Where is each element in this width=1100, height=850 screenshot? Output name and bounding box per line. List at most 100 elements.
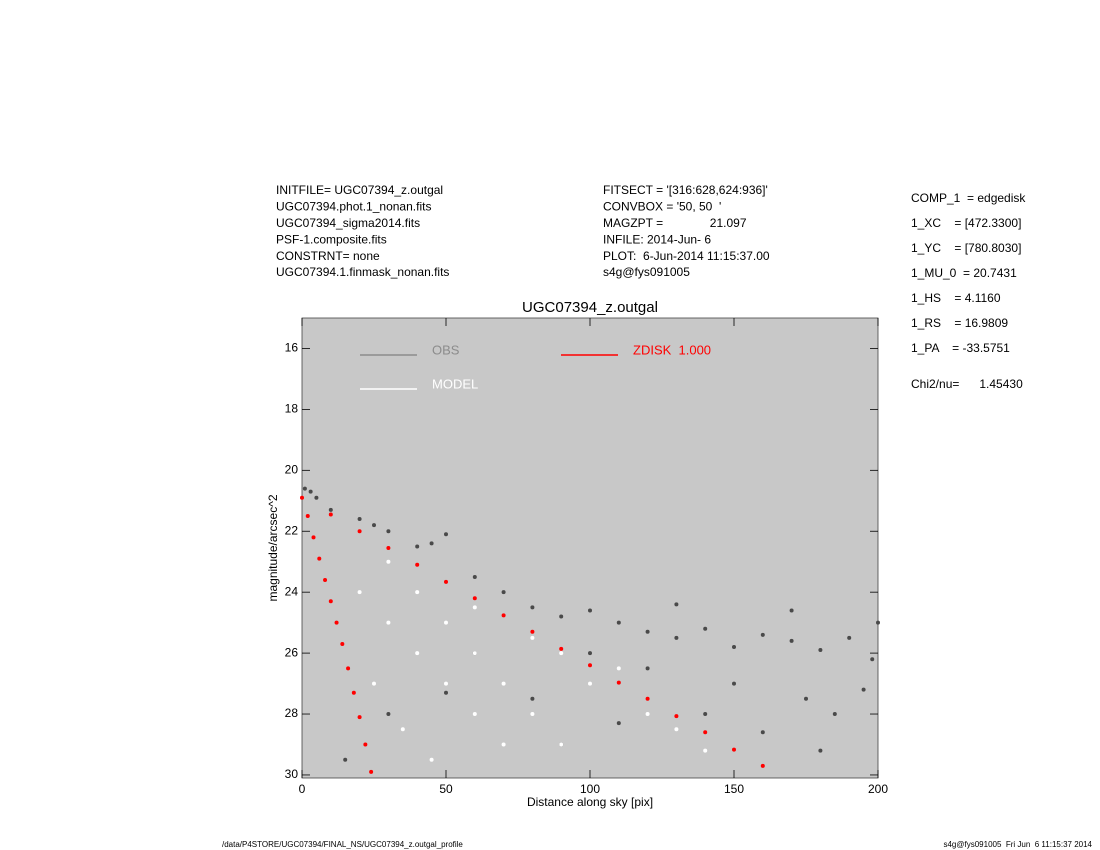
data-point xyxy=(444,579,448,584)
y-tick-label: 22 xyxy=(285,523,299,537)
plot-area xyxy=(301,317,879,779)
data-point xyxy=(343,757,348,762)
y-tick-label: 18 xyxy=(285,402,299,416)
header-left-line: INITFILE= UGC07394_z.outgal xyxy=(276,183,443,197)
data-point xyxy=(732,681,736,686)
x-tick-label: 50 xyxy=(439,782,453,796)
data-point xyxy=(429,541,434,546)
fit-parameter: 1_PA = -33.5751 xyxy=(911,341,1010,355)
data-point xyxy=(732,645,736,650)
data-point xyxy=(444,532,448,537)
chart-title: UGC07394_z.outgal xyxy=(522,299,658,316)
data-point xyxy=(789,608,794,613)
fit-parameter: 1_RS = 16.9809 xyxy=(911,316,1008,330)
data-point xyxy=(472,712,477,717)
data-point xyxy=(616,721,621,726)
fit-parameter: 1_MU_0 = 20.7431 xyxy=(911,266,1017,280)
data-point xyxy=(674,727,679,732)
data-point xyxy=(530,605,535,610)
data-point xyxy=(530,629,535,634)
fit-parameter: 1_HS = 4.1160 xyxy=(911,291,1001,305)
data-point xyxy=(674,714,679,719)
footer-path: /data/P4STORE/UGC07394/FINAL_NS/UGC07394… xyxy=(222,840,463,849)
y-axis-label: magnitude/arcsec^2 xyxy=(266,494,280,601)
data-point xyxy=(429,757,434,762)
x-tick-label: 200 xyxy=(868,782,888,796)
data-point xyxy=(530,712,535,717)
data-point xyxy=(415,590,420,595)
header-middle-line: MAGZPT = 21.097 xyxy=(603,216,747,230)
data-point xyxy=(832,712,837,717)
data-point xyxy=(444,681,448,686)
data-point xyxy=(732,747,736,752)
x-axis-label: Distance along sky [pix] xyxy=(527,795,653,809)
data-point xyxy=(472,574,477,579)
data-point xyxy=(472,596,477,601)
data-point xyxy=(357,529,362,534)
data-point xyxy=(386,559,391,564)
data-point xyxy=(645,629,650,634)
data-point xyxy=(501,742,506,747)
data-point xyxy=(386,529,391,534)
data-point xyxy=(847,635,852,640)
data-point xyxy=(317,556,322,561)
data-point xyxy=(559,742,564,747)
data-point xyxy=(328,507,333,512)
data-point xyxy=(760,763,765,768)
data-point xyxy=(444,620,448,625)
data-point xyxy=(386,620,391,625)
y-tick-label: 28 xyxy=(285,706,299,720)
data-point xyxy=(703,712,708,717)
data-point xyxy=(703,626,708,631)
data-point xyxy=(415,544,420,549)
data-point xyxy=(400,727,405,732)
fit-parameter: Chi2/nu= 1.45430 xyxy=(911,377,1023,391)
fit-parameter: 1_XC = [472.3300] xyxy=(911,216,1021,230)
data-point xyxy=(372,523,376,528)
data-point xyxy=(674,602,679,607)
data-point xyxy=(501,681,506,686)
data-point xyxy=(369,769,374,774)
data-point xyxy=(363,742,368,747)
data-point xyxy=(760,730,765,735)
data-point xyxy=(357,715,362,720)
data-point xyxy=(386,712,391,717)
header-middle-line: PLOT: 6-Jun-2014 11:15:37.00 xyxy=(603,249,770,263)
data-point xyxy=(372,681,376,686)
data-point xyxy=(351,690,356,695)
data-point xyxy=(588,651,592,656)
data-point xyxy=(357,590,362,595)
data-point xyxy=(357,517,362,522)
data-point xyxy=(588,681,592,686)
data-point xyxy=(818,748,823,753)
data-point xyxy=(645,696,650,701)
data-point xyxy=(415,562,420,567)
header-left-line: PSF-1.composite.fits xyxy=(276,232,387,246)
data-point xyxy=(328,599,333,604)
data-point xyxy=(804,696,808,701)
header-middle-line: INFILE: 2014-Jun- 6 xyxy=(603,232,711,246)
footer-stamp: s4g@fys091005 Fri Jun 6 11:15:37 2014 xyxy=(943,840,1092,849)
fit-parameter: 1_YC = [780.8030] xyxy=(911,241,1021,255)
legend-label: OBS xyxy=(432,342,460,357)
header-left-line: UGC07394.1.finmask_nonan.fits xyxy=(276,265,449,279)
data-point xyxy=(530,635,535,640)
data-point xyxy=(588,608,592,613)
data-point xyxy=(588,663,592,668)
data-point xyxy=(645,712,650,717)
data-point xyxy=(616,620,621,625)
data-point xyxy=(501,613,506,618)
data-point xyxy=(314,495,319,500)
data-point xyxy=(328,512,333,517)
data-point xyxy=(818,648,823,653)
header-middle-line: CONVBOX = '50, 50 ' xyxy=(603,200,721,214)
data-point xyxy=(305,514,310,519)
data-point xyxy=(415,651,420,656)
y-tick-label: 30 xyxy=(285,767,299,781)
header-left-line: CONSTRNT= none xyxy=(276,249,380,263)
data-point xyxy=(300,495,304,500)
data-point xyxy=(616,680,621,685)
data-point xyxy=(559,614,564,619)
fit-parameter: COMP_1 = edgedisk xyxy=(911,191,1026,205)
data-point xyxy=(308,489,313,494)
